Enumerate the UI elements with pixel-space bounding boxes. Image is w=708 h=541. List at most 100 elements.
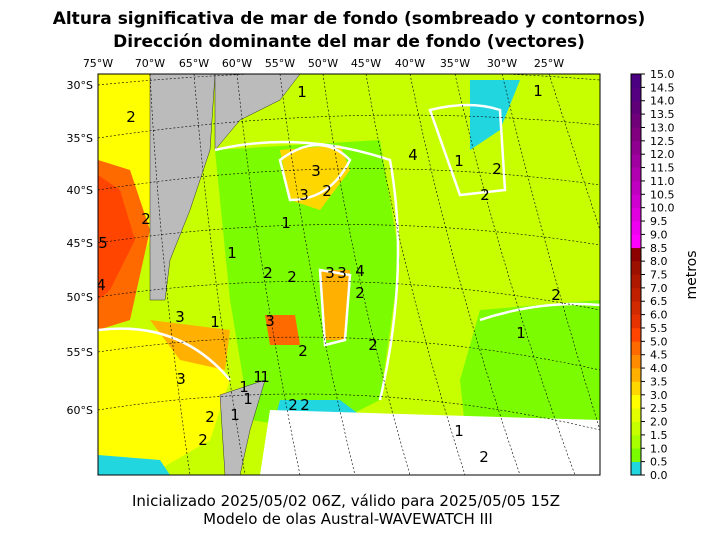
colorbar-tick-label: 15.0 xyxy=(650,68,675,81)
colorbar-tick-label: 3.0 xyxy=(650,389,668,402)
contour-label: 3 xyxy=(337,264,347,282)
contour-label: 5 xyxy=(98,234,108,252)
colorbar-tick-label: 12.0 xyxy=(650,148,675,161)
contour-label: 3 xyxy=(265,312,275,330)
latitude-label: 50°S xyxy=(67,291,93,304)
colorbar-band xyxy=(631,327,641,342)
colorbar-tick-label: 4.5 xyxy=(650,349,668,362)
latitude-label: 60°S xyxy=(67,404,93,417)
contour-label: 1 xyxy=(230,406,240,424)
contour-label: 1 xyxy=(454,152,464,170)
colorbar-tick-label: 11.5 xyxy=(650,162,675,175)
contour-label: 2 xyxy=(492,160,502,178)
colorbar-band xyxy=(631,100,641,115)
longitude-label: 35°W xyxy=(440,57,470,70)
colorbar-tick-label: 5.5 xyxy=(650,322,668,335)
contour-label: 3 xyxy=(311,162,321,180)
longitude-label: 25°W xyxy=(534,57,564,70)
contour-label: 2 xyxy=(300,396,310,414)
colorbar-band xyxy=(631,221,641,235)
contour-label: 2 xyxy=(368,336,378,354)
colorbar-band xyxy=(631,368,641,382)
colorbar-tick-label: 13.0 xyxy=(650,121,675,134)
colorbar-band xyxy=(631,381,641,396)
latitude-label: 30°S xyxy=(67,79,93,92)
colorbar-tick-label: 6.0 xyxy=(650,309,668,322)
colorbar-tick-label: 11.0 xyxy=(650,175,675,188)
longitude-label: 30°W xyxy=(487,57,517,70)
colorbar-band xyxy=(631,354,641,369)
latitude-label: 40°S xyxy=(67,184,93,197)
colorbar-band xyxy=(631,341,641,355)
colorbar-tick-label: 2.0 xyxy=(650,416,668,429)
contour-label: 2 xyxy=(198,431,208,449)
contour-label: 2 xyxy=(479,448,489,466)
colorbar-frame xyxy=(630,73,642,476)
colorbar-tick-label: 14.5 xyxy=(650,81,675,94)
colorbar-tick-label: 0.0 xyxy=(650,469,668,482)
colorbar-band xyxy=(631,461,641,476)
contour-label: 1 xyxy=(239,378,249,396)
colorbar-tick-label: 9.0 xyxy=(650,228,668,241)
contour-label: 2 xyxy=(287,268,297,286)
contour-label: 1 xyxy=(210,313,220,331)
contour-label: 3 xyxy=(176,370,186,388)
colorbar-band xyxy=(631,167,641,182)
colorbar-tick-label: 8.0 xyxy=(650,255,668,268)
colorbar-band xyxy=(631,314,641,329)
longitude-label: 40°W xyxy=(395,57,425,70)
colorbar-band xyxy=(631,127,641,142)
longitude-label: 55°W xyxy=(265,57,295,70)
colorbar-band xyxy=(631,448,641,462)
colorbar-band xyxy=(631,261,641,275)
contour-label: 1 xyxy=(253,368,263,386)
contour-label: 3 xyxy=(175,308,185,326)
colorbar-band xyxy=(631,180,641,195)
colorbar-tick-label: 1.0 xyxy=(650,442,668,455)
colorbar-band xyxy=(631,287,641,302)
longitude-label: 50°W xyxy=(308,57,338,70)
longitude-label: 60°W xyxy=(222,57,252,70)
contour-label: 4 xyxy=(408,146,418,164)
colorbar-tick-label: 10.0 xyxy=(650,202,675,215)
contour-label: 1 xyxy=(227,244,237,262)
contour-label: 1 xyxy=(281,214,291,232)
contour-label: 2 xyxy=(141,210,151,228)
colorbar-band xyxy=(631,140,641,155)
contour-label: 1 xyxy=(243,390,253,408)
colorbar-label: metros xyxy=(684,250,700,299)
colorbar-band xyxy=(631,74,641,88)
colorbar-tick-label: 2.5 xyxy=(650,402,668,415)
colorbar-band xyxy=(631,154,641,168)
contour-label: 4 xyxy=(355,262,365,280)
colorbar-band xyxy=(631,434,641,449)
colorbar-tick-label: 12.5 xyxy=(650,135,675,148)
colorbar-tick-label: 6.5 xyxy=(650,295,668,308)
contour-label: 1 xyxy=(260,368,270,386)
colorbar-band xyxy=(631,274,641,289)
contour-label: 2 xyxy=(263,264,273,282)
colorbar-tick-label: 1.5 xyxy=(650,429,668,442)
colorbar-tick-label: 7.5 xyxy=(650,269,668,282)
contour-label: 2 xyxy=(288,396,298,414)
colorbar-band xyxy=(631,194,641,208)
map-frame xyxy=(97,73,601,476)
contour-label: 2 xyxy=(480,186,490,204)
colorbar-band xyxy=(631,207,641,222)
colorbar-band xyxy=(631,394,641,409)
colorbar-band xyxy=(631,114,641,128)
latitude-label: 35°S xyxy=(67,132,93,145)
colorbar-tick-label: 7.0 xyxy=(650,282,668,295)
contour-label: 2 xyxy=(126,108,136,126)
contour-label: 2 xyxy=(551,286,561,304)
colorbar-band xyxy=(631,301,641,315)
latitude-label: 45°S xyxy=(67,237,93,250)
colorbar-band xyxy=(631,87,641,102)
contour-label: 3 xyxy=(299,186,309,204)
colorbar-tick-label: 3.5 xyxy=(650,375,668,388)
colorbar-tick-label: 13.5 xyxy=(650,108,675,121)
colorbar-tick-label: 14.0 xyxy=(650,95,675,108)
contour-label: 1 xyxy=(533,82,543,100)
contour-label: 2 xyxy=(322,182,332,200)
